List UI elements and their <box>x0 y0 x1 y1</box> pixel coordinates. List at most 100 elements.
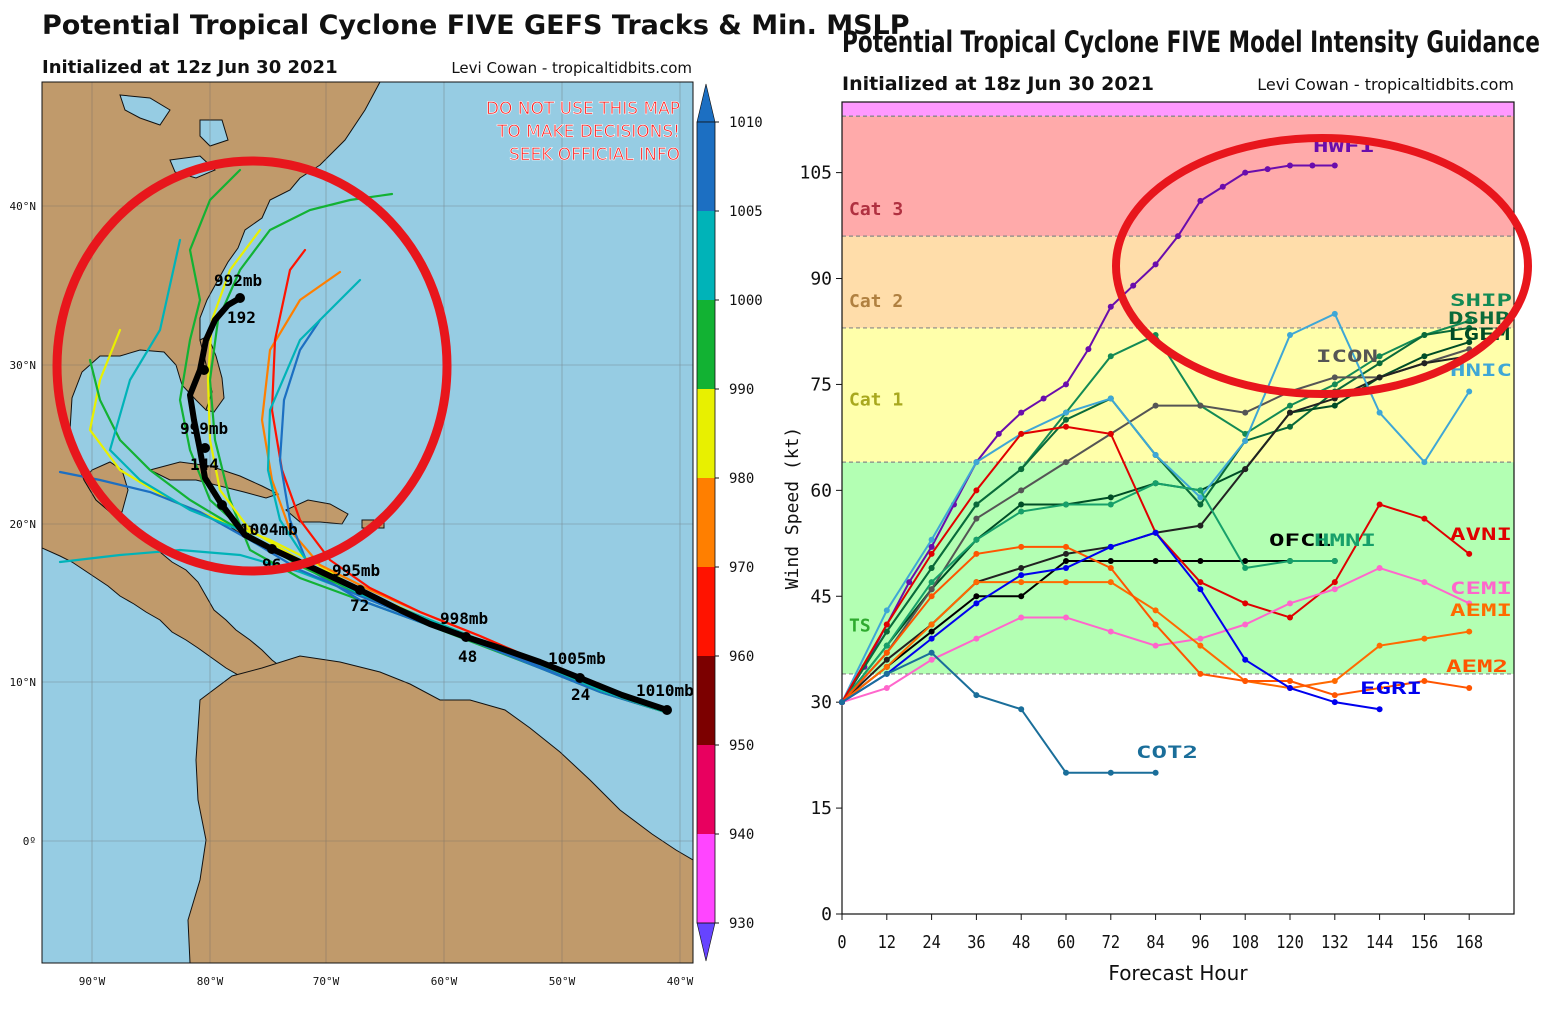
series-point <box>1152 480 1159 487</box>
colorbar-segment <box>697 211 715 300</box>
chart-subtitle: Initialized at 18z Jun 30 2021 <box>842 73 1154 95</box>
series-point <box>1421 677 1428 684</box>
series-point <box>1331 579 1338 586</box>
series-point <box>973 487 980 494</box>
series-point <box>1063 550 1069 557</box>
colorbar-tick-label: 960 <box>729 649 754 665</box>
label-hour: 48 <box>458 647 477 666</box>
label-pressure: 1004mb <box>240 520 298 539</box>
label-pressure: 992mb <box>214 271 262 290</box>
series-point <box>1152 557 1159 564</box>
series-point <box>1063 769 1069 776</box>
series-point <box>1242 656 1249 663</box>
series-point <box>973 550 980 557</box>
y-tick-label: 45 <box>810 586 832 607</box>
x-tick-label: 48 <box>1012 931 1030 953</box>
colorbar-segment <box>697 656 715 745</box>
colorbar-tick-label: 970 <box>729 560 754 576</box>
series-point <box>1287 600 1293 607</box>
series-point <box>1242 600 1249 607</box>
series-point <box>1107 543 1114 550</box>
x-tick-label: 120 <box>1276 931 1304 953</box>
series-point <box>1376 685 1383 692</box>
series-point <box>973 459 980 466</box>
series-point <box>1376 706 1383 713</box>
x-tick-label: 24 <box>922 931 940 953</box>
lat-tick: 30°N <box>10 359 37 372</box>
series-point <box>1331 402 1338 409</box>
series-point <box>839 699 845 706</box>
series-point <box>1287 614 1293 621</box>
series-point <box>1063 416 1069 423</box>
series-point <box>1197 501 1204 508</box>
series-line <box>841 482 1335 703</box>
series-point <box>1287 677 1293 684</box>
series-point <box>1197 642 1204 649</box>
category-band-label: TS <box>849 616 871 637</box>
x-tick-label: 60 <box>1057 931 1075 953</box>
map-init-time: Initialized at 12z Jun 30 2021 <box>42 57 338 78</box>
series-point <box>1018 579 1025 586</box>
series-point <box>1331 310 1338 317</box>
series-point <box>1376 565 1383 572</box>
series-point <box>1242 169 1249 176</box>
series-point <box>1197 557 1204 564</box>
series-point <box>1197 402 1204 409</box>
series-point <box>1063 501 1069 508</box>
series-point <box>1018 614 1025 621</box>
series-point <box>883 621 890 628</box>
category-band <box>842 327 1514 463</box>
colorbar-segment <box>697 567 715 656</box>
series-point <box>1309 162 1316 169</box>
series-point <box>1018 543 1025 550</box>
series-point <box>1421 360 1428 367</box>
colorbar-tick-label: 980 <box>729 471 754 487</box>
series-point <box>973 579 980 586</box>
label-pressure: 999mb <box>180 419 228 438</box>
series-point <box>1152 261 1159 268</box>
series-point <box>973 692 980 699</box>
colorbar-tick-label: 1005 <box>729 204 763 220</box>
y-tick-label: 60 <box>810 480 832 501</box>
series-point <box>1287 402 1293 409</box>
category-band <box>842 236 1514 328</box>
series-point <box>928 656 935 663</box>
series-point <box>1107 557 1114 564</box>
category-band-label: Cat 1 <box>849 390 903 411</box>
series-point <box>1107 395 1114 402</box>
series-point <box>1152 529 1159 536</box>
series-point <box>928 621 935 628</box>
series-point <box>1242 557 1249 564</box>
series-label: DSHP <box>1448 309 1510 329</box>
series-point <box>1466 685 1473 692</box>
y-tick-label: 90 <box>810 269 832 290</box>
series-point <box>1018 409 1025 416</box>
series-point <box>1331 699 1338 706</box>
series-point <box>1197 197 1204 204</box>
series-point <box>1376 409 1383 416</box>
series-label: HNIC <box>1450 361 1512 381</box>
series-point <box>1197 487 1204 494</box>
series-point <box>1152 769 1159 776</box>
colorbar-tick-label: 940 <box>729 827 754 843</box>
label-hour: 144 <box>190 455 219 474</box>
series-point <box>1197 579 1204 586</box>
series-point <box>1421 332 1428 339</box>
map-frame <box>41 81 694 964</box>
series-point <box>1331 677 1338 684</box>
lon-tick: 50°W <box>549 975 576 988</box>
series-point <box>1018 565 1025 572</box>
series-point <box>1107 565 1114 572</box>
series-point <box>1107 501 1114 508</box>
series-point <box>883 628 890 635</box>
series-point <box>1331 374 1338 381</box>
x-tick-label: 132 <box>1321 931 1349 953</box>
great-lakes <box>119 94 229 179</box>
series-point <box>1376 642 1383 649</box>
series-point <box>1331 586 1338 593</box>
colorbar-segment <box>697 745 715 834</box>
series-point <box>928 543 935 550</box>
series-point <box>1331 162 1338 169</box>
series-point <box>1376 360 1383 367</box>
series-point <box>1018 466 1025 473</box>
